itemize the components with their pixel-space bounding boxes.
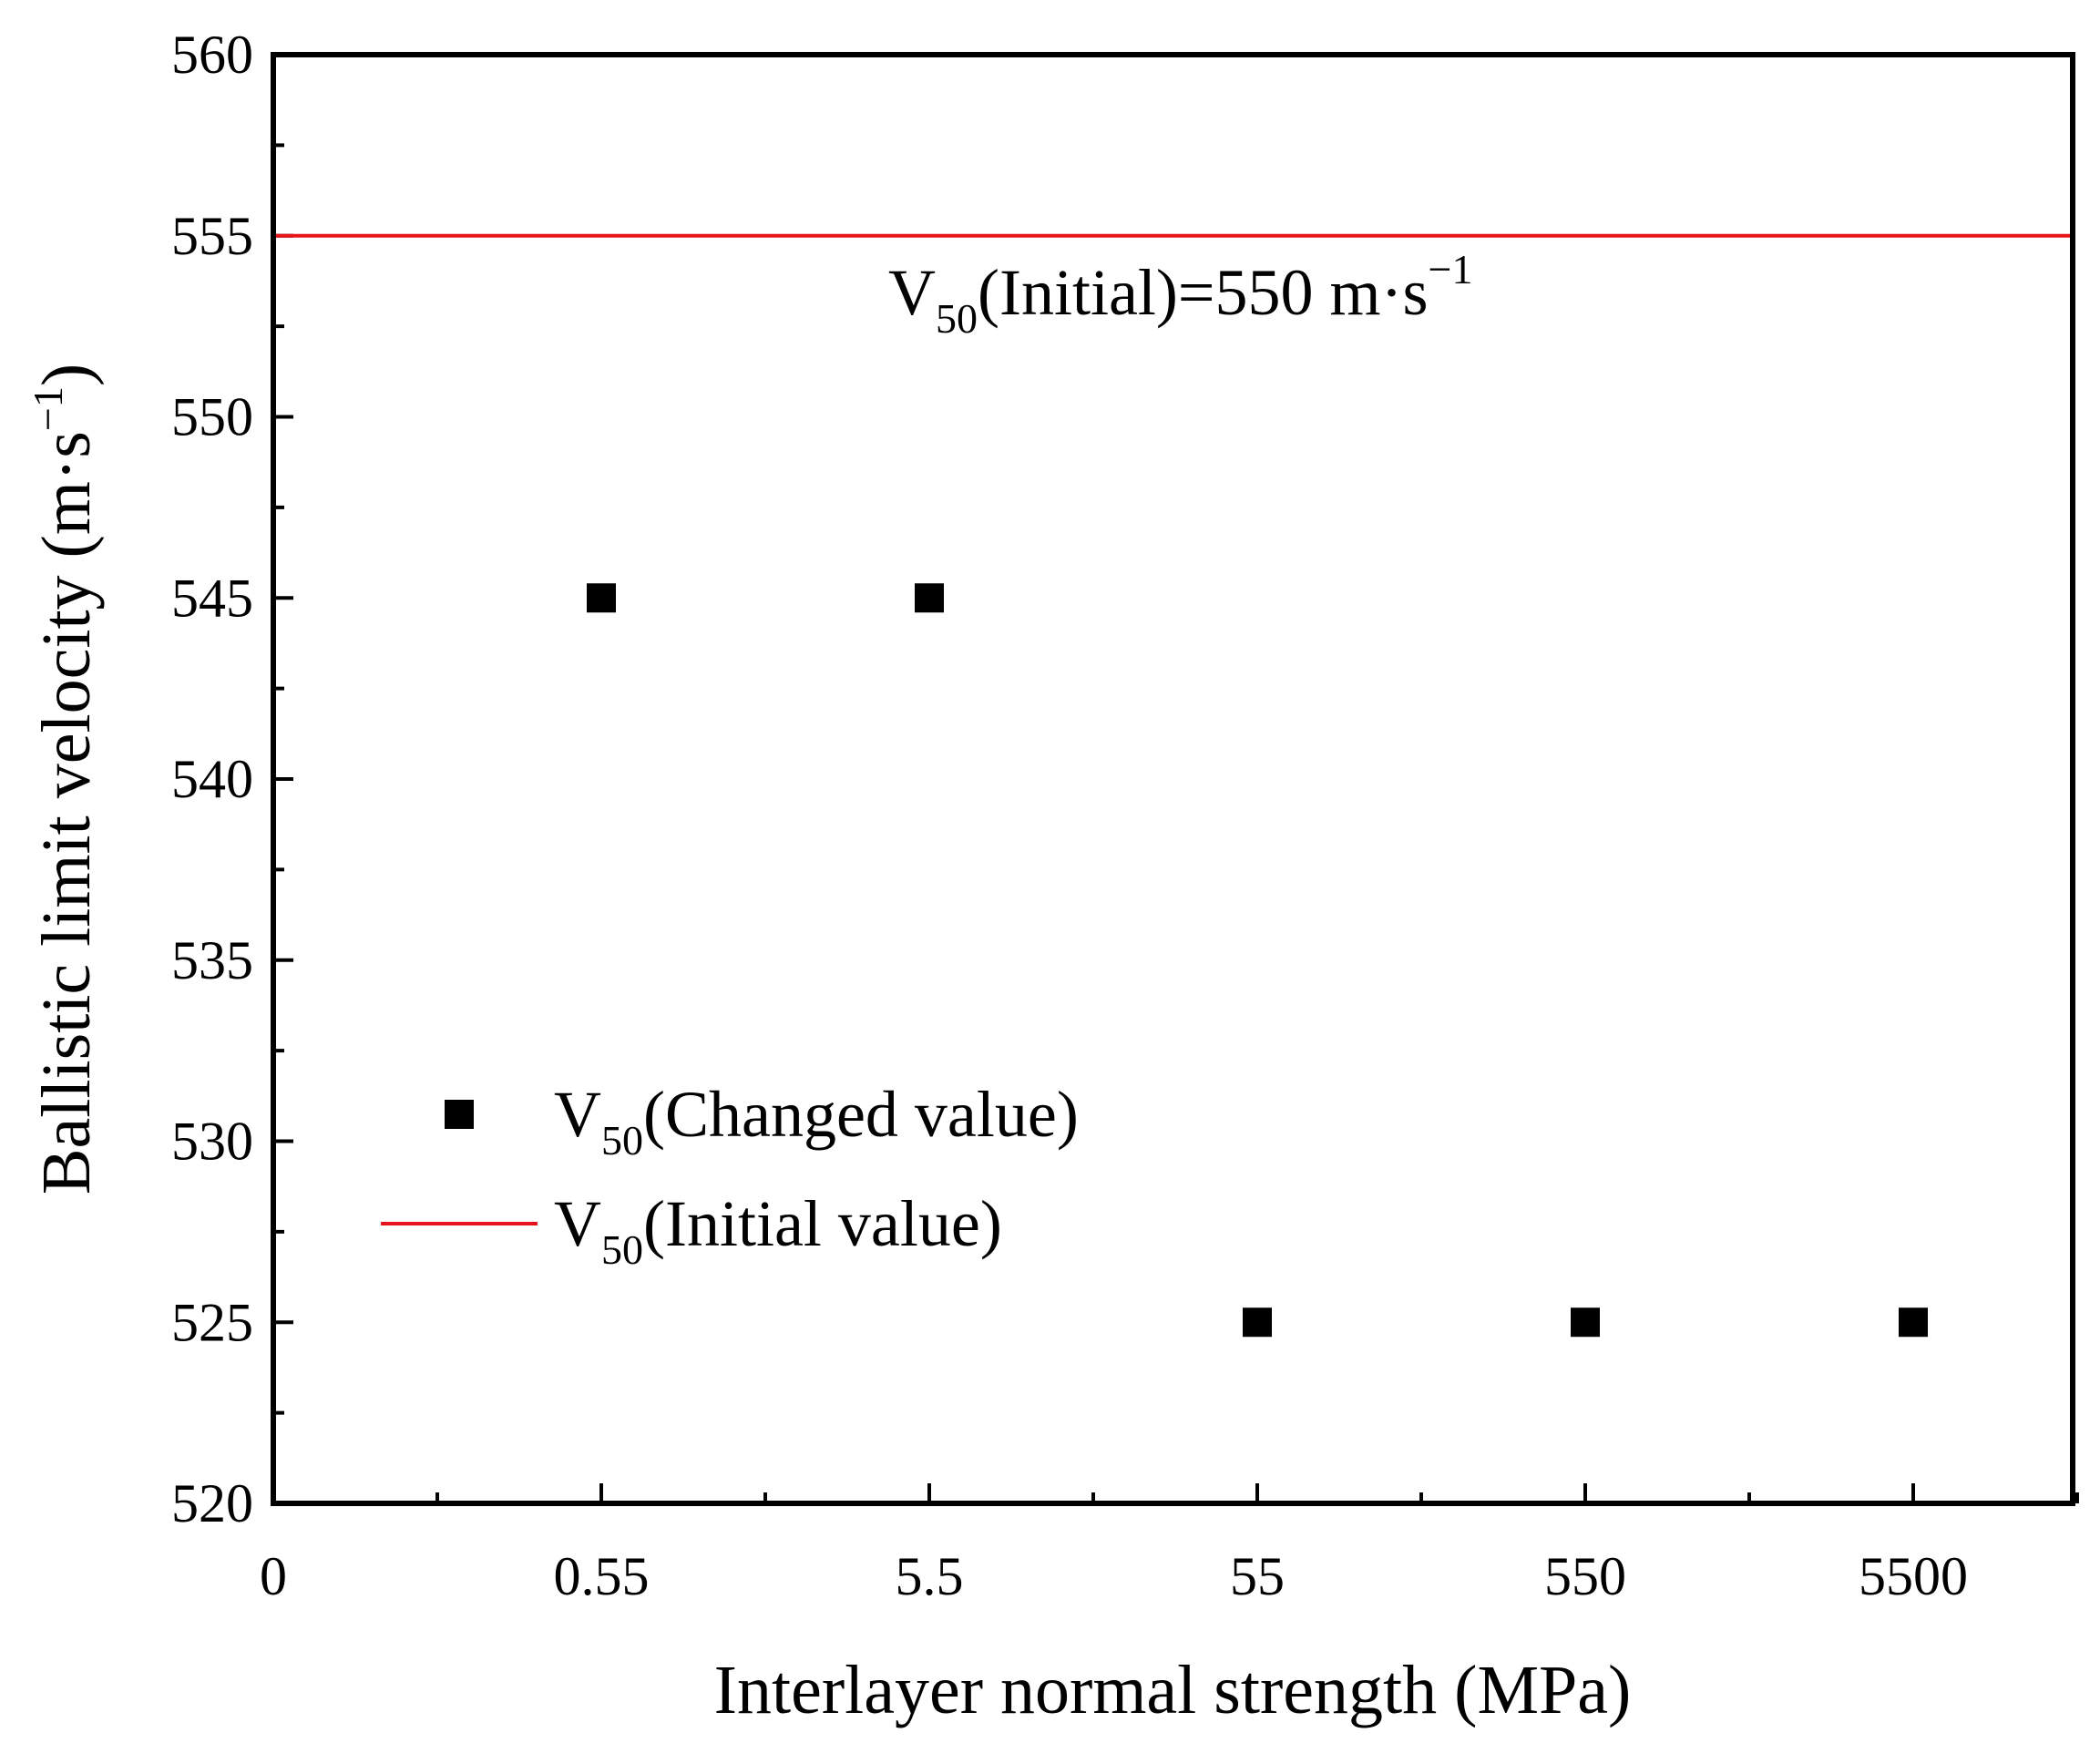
data-point	[1899, 1307, 1928, 1338]
x-tick-label: 550	[1544, 1546, 1626, 1606]
x-tick-label: 55	[1230, 1546, 1285, 1606]
y-tick-label: 520	[171, 1473, 253, 1533]
plot-frame	[271, 52, 2075, 1506]
data-point	[587, 583, 616, 613]
y-tick-label: 525	[171, 1292, 253, 1352]
x-tick-label: 5.5	[896, 1546, 964, 1606]
y-tick-label: 555	[171, 206, 253, 266]
legend-label-changed: V50(Changed value)	[554, 1078, 1079, 1164]
y-tick-label: 545	[171, 568, 253, 628]
y-tick-label: 560	[171, 25, 253, 85]
legend: V50(Changed value) V50(Initial value)	[381, 1078, 1079, 1273]
x-tick-label: 0	[260, 1546, 287, 1606]
data-point	[1243, 1307, 1272, 1338]
marks-layer	[273, 233, 2073, 1338]
y-axis-title: Ballistic limit velocity (m·s−1)	[25, 364, 105, 1194]
data-point	[915, 583, 944, 613]
x-axis-title: Interlayer normal strength (MPa)	[714, 1652, 1632, 1728]
y-tick-label: 540	[171, 749, 253, 809]
x-tick-label: 5500	[1859, 1546, 1968, 1606]
legend-label-initial: V50(Initial value)	[554, 1187, 1002, 1273]
legend-square-marker	[445, 1100, 474, 1129]
ticks-layer: 0 0.55 5.5 55 550 5500 520 525 530 535 540 545 550 55…	[171, 25, 2079, 1606]
y-tick-label: 550	[171, 387, 253, 447]
y-tick-label: 535	[171, 930, 253, 990]
data-point	[1571, 1307, 1600, 1338]
y-tick-label: 530	[171, 1112, 253, 1172]
initial-value-annotation: V50(Initial)=550 m·s−1	[888, 246, 1472, 342]
x-tick-label: 0.55	[554, 1546, 650, 1606]
